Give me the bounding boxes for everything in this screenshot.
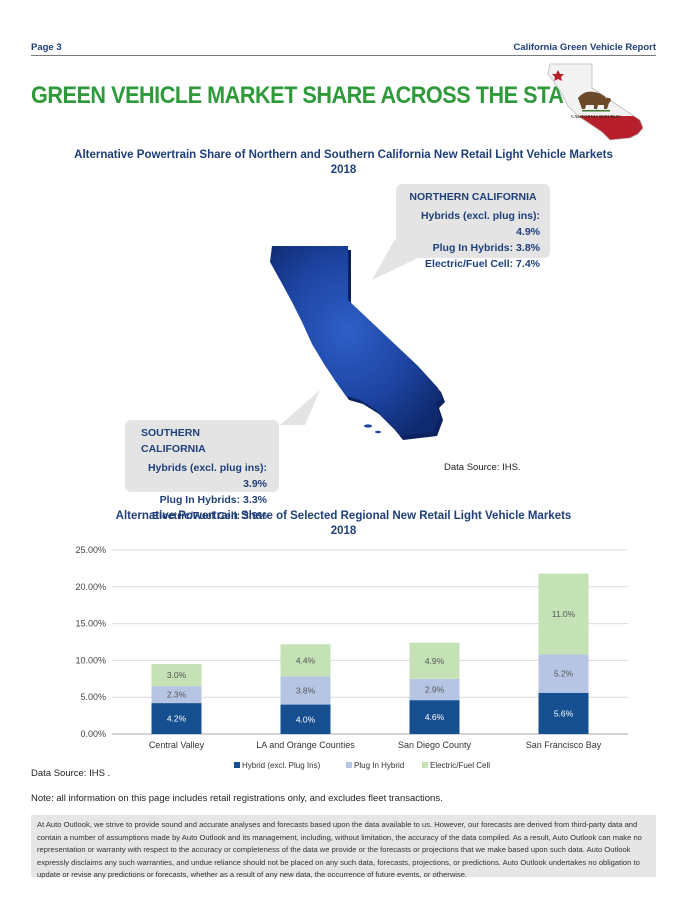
page-header: Page 3 California Green Vehicle Report — [31, 40, 656, 56]
bar-segment — [409, 642, 460, 679]
bar-segment — [538, 573, 589, 655]
data-label: 4.2% — [167, 714, 187, 724]
data-label: 4.4% — [296, 655, 316, 665]
flag-text: CALIFORNIA REPUBLIC — [571, 114, 620, 119]
bar-segment — [151, 664, 202, 687]
data-label: 3.0% — [167, 670, 187, 680]
bar-chart-title: Alternative Powertrain Share of Selected… — [0, 509, 687, 539]
legend-label: Plug In Hybrid — [354, 761, 404, 770]
bar-segment — [538, 692, 589, 734]
callout-pointer-south — [280, 390, 320, 425]
data-label: 5.6% — [554, 708, 574, 718]
chart-data-source: Data Source: IHS . — [31, 768, 111, 779]
map-data-source: Data Source: IHS. — [444, 462, 521, 473]
legend-swatch — [422, 762, 428, 768]
data-label: 2.9% — [425, 684, 445, 694]
bar-segment — [409, 678, 460, 701]
data-label: 4.6% — [425, 712, 445, 722]
data-label: 2.3% — [167, 690, 187, 700]
bar-segment — [280, 704, 331, 734]
x-tick-label: San Diego County — [398, 740, 472, 750]
callout-south-line: Hybrids (excl. plug ins): 3.9% — [147, 462, 267, 490]
callout-northern-california: NORTHERN CALIFORNIA Hybrids (excl. plug … — [396, 184, 550, 270]
report-name: California Green Vehicle Report — [513, 42, 656, 53]
data-label: 5.2% — [554, 669, 574, 679]
callout-north-line: Electric/Fuel Cell: 7.4% — [425, 258, 540, 270]
map-title-year: 2018 — [330, 164, 357, 176]
y-tick-label: 5.00% — [80, 692, 106, 702]
california-flag-map-icon: CALIFORNIA REPUBLIC — [547, 63, 644, 141]
x-tick-label: LA and Orange Counties — [256, 740, 355, 750]
legend-label: Electric/Fuel Cell — [430, 761, 490, 770]
callout-north-line: Hybrids (excl. plug ins): 4.9% — [420, 210, 540, 238]
legend-label: Hybrid (excl. Plug Ins) — [242, 761, 321, 770]
callout-south-line: Electric/Fuel Cell: 3.9% — [152, 510, 267, 522]
disclaimer-box: At Auto Outlook, we strive to provide so… — [31, 815, 656, 879]
map-title-line1: Alternative Powertrain Share of Northern… — [74, 149, 613, 161]
callout-north-line: Plug In Hybrids: 3.8% — [432, 242, 540, 254]
bar-chart-title-year: 2018 — [330, 525, 357, 537]
callout-south-heading: SOUTHERN CALIFORNIA — [141, 427, 206, 455]
bar-segment — [151, 703, 202, 734]
bar-chart-title-line1: Alternative Powertrain Share of Selected… — [115, 510, 572, 522]
note-text: Note: all information on this page inclu… — [31, 793, 443, 804]
page-number: Page 3 — [31, 42, 62, 53]
bar-segment — [280, 676, 331, 705]
callout-south-line: Plug In Hybrids: 3.3% — [159, 494, 267, 506]
stacked-bar-chart: 0.00% 5.00% 10.00% 15.00% 20.00% 25.00% 4.2% 2.… — [75, 545, 628, 770]
x-tick-label: Central Valley — [149, 740, 205, 750]
data-label: 4.0% — [296, 714, 316, 724]
map-section-title: Alternative Powertrain Share of Northern… — [0, 148, 687, 178]
callout-southern-california: SOUTHERN CALIFORNIA Hybrids (excl. plug … — [125, 420, 279, 522]
x-tick-label: San Francisco Bay — [526, 740, 602, 750]
y-tick-label: 0.00% — [80, 729, 106, 739]
callout-north-heading: NORTHERN CALIFORNIA — [409, 191, 537, 203]
data-label: 11.0% — [552, 609, 576, 619]
bar-segment — [409, 700, 460, 734]
data-label: 4.9% — [425, 656, 445, 666]
legend-swatch — [234, 762, 240, 768]
legend-swatch — [346, 762, 352, 768]
bar-segment — [538, 654, 589, 693]
y-tick-label: 15.00% — [75, 619, 106, 629]
data-label: 3.8% — [296, 686, 316, 696]
y-tick-label: 10.00% — [75, 655, 106, 665]
y-tick-label: 20.00% — [75, 582, 106, 592]
bar-segment — [280, 644, 331, 677]
y-tick-label: 25.00% — [75, 545, 106, 555]
bar-segment — [151, 686, 202, 704]
main-title: GREEN VEHICLE MARKET SHARE ACROSS THE ST… — [31, 82, 589, 109]
